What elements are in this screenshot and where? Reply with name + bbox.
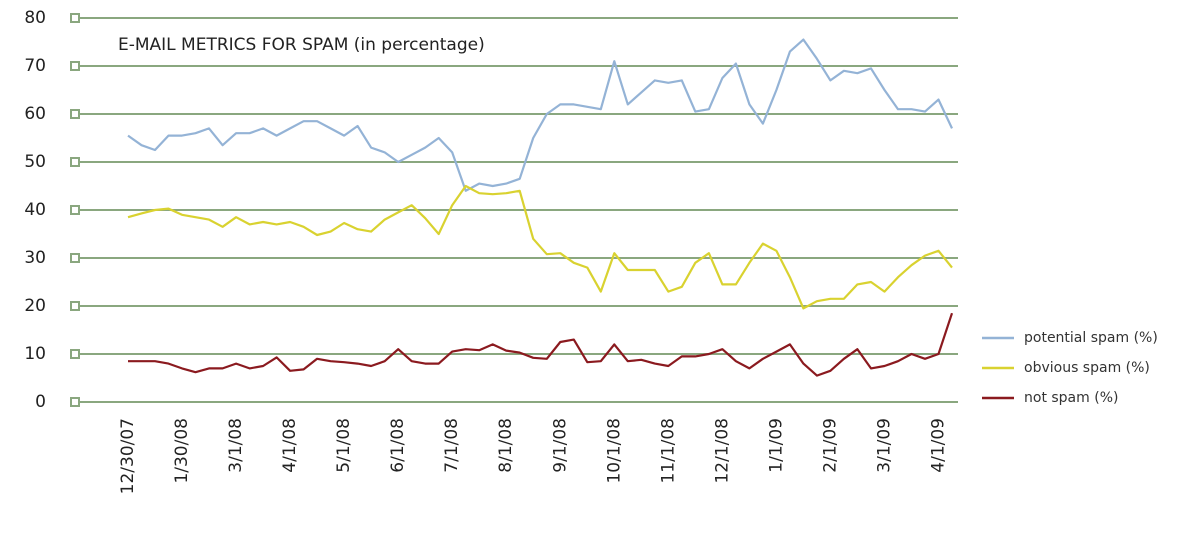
y-tick-label: 10 (24, 344, 46, 364)
x-tick-label: 2/1/09 (820, 418, 840, 473)
legend-label: not spam (%) (1024, 390, 1118, 406)
chart-title: E-MAIL METRICS FOR SPAM (in percentage) (118, 35, 485, 55)
y-tick-label: 70 (24, 56, 46, 76)
x-tick-label: 7/1/08 (442, 418, 462, 473)
x-tick-label: 11/1/08 (658, 418, 678, 484)
tick-marker (70, 397, 80, 407)
series-line (127, 184, 953, 310)
tick-marker (70, 205, 80, 215)
x-tick-label: 12/1/08 (712, 418, 732, 484)
y-tick-label: 80 (24, 8, 46, 28)
x-tick-label: 5/1/08 (334, 418, 354, 473)
tick-marker (70, 109, 80, 119)
y-tick-label: 60 (24, 104, 46, 124)
x-tick-label: 10/1/08 (604, 418, 624, 484)
tick-marker (70, 253, 80, 263)
x-tick-label: 6/1/08 (388, 418, 408, 473)
x-tick-label: 8/1/08 (496, 418, 516, 473)
x-tick-label: 12/30/07 (118, 418, 138, 494)
series-line (128, 312, 954, 377)
legend-label: potential spam (%) (1024, 330, 1158, 346)
legend-label: obvious spam (%) (1024, 360, 1150, 376)
x-tick-label: 9/1/08 (550, 418, 570, 473)
tick-marker (70, 61, 80, 71)
y-tick-label: 40 (24, 200, 46, 220)
x-tick-label: 4/1/09 (928, 418, 948, 473)
x-tick-label: 1/30/08 (172, 418, 192, 484)
y-tick-label: 30 (24, 248, 46, 268)
series-line (127, 38, 953, 192)
tick-marker (70, 157, 80, 167)
y-tick-label: 50 (24, 152, 46, 172)
y-tick-label: 20 (24, 296, 46, 316)
x-tick-label: 3/1/09 (874, 418, 894, 473)
x-tick-label: 3/1/08 (226, 418, 246, 473)
tick-marker (70, 301, 80, 311)
y-tick-label: 0 (35, 392, 46, 412)
tick-marker (70, 13, 80, 23)
x-tick-label: 4/1/08 (280, 418, 300, 473)
tick-marker (70, 349, 80, 359)
x-tick-label: 1/1/09 (766, 418, 786, 473)
